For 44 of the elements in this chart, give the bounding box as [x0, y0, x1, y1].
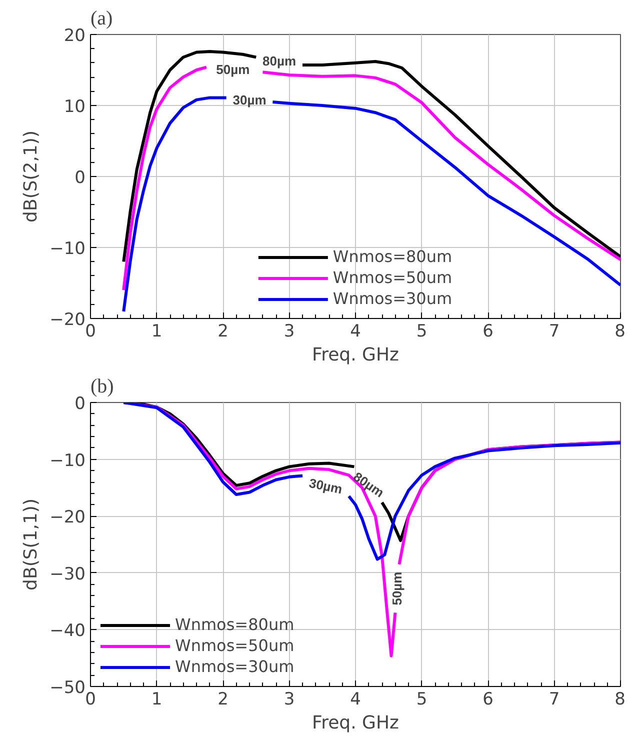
legend-label: Wnmos=30um: [332, 289, 452, 308]
y-tick-label: 10: [64, 97, 86, 117]
annotation: 50µm: [390, 572, 405, 606]
y-axis-title: dB(S(2,1)): [20, 130, 42, 222]
annotation: 30µm: [308, 475, 344, 497]
x-tick-label: 1: [151, 690, 162, 710]
x-tick-label: 6: [482, 322, 494, 342]
x-tick-label: 3: [284, 322, 295, 342]
legend-label: Wnmos=50um: [332, 268, 452, 287]
chart-title: (b): [90, 376, 114, 398]
x-axis-title: Freq. GHz: [312, 344, 399, 366]
y-tick-label: 20: [64, 26, 86, 46]
y-tick-label: −10: [50, 239, 86, 259]
y-tick-label: −10: [50, 450, 86, 471]
x-tick-label: 1: [151, 322, 162, 342]
legend-label: Wnmos=50um: [175, 636, 294, 655]
y-axis-title: dB(S(1,1)): [20, 498, 42, 590]
y-tick-label: 0: [74, 394, 86, 414]
x-tick-label: 2: [218, 322, 228, 342]
y-tick-label: −20: [50, 310, 86, 330]
annotation: 50µm: [216, 62, 250, 78]
legend-label: Wnmos=80um: [175, 615, 294, 634]
y-tick-label: −50: [50, 678, 86, 698]
x-tick-label: 3: [284, 690, 295, 710]
x-tick-label: 8: [614, 690, 626, 710]
y-tick-label: −30: [50, 564, 86, 584]
chart-title: (a): [90, 8, 113, 30]
x-tick-label: 6: [482, 690, 494, 710]
y-tick-label: 0: [74, 168, 86, 188]
x-tick-label: 5: [416, 322, 428, 342]
legend-label: Wnmos=80um: [332, 247, 452, 266]
x-tick-label: 5: [416, 690, 428, 710]
y-tick-label: −20: [50, 508, 86, 528]
y-tick-label: −40: [50, 621, 86, 642]
x-tick-label: 8: [614, 322, 626, 342]
legend-label: Wnmos=30um: [175, 657, 294, 676]
x-tick-label: 4: [350, 322, 361, 342]
x-tick-label: 2: [218, 690, 228, 710]
annotation: 80µm: [262, 54, 296, 69]
annotation: 30µm: [232, 92, 266, 108]
x-tick-label: 4: [350, 690, 361, 710]
x-axis-title: Freq. GHz: [312, 712, 399, 734]
x-tick-label: 7: [548, 322, 560, 342]
x-tick-label: 7: [548, 690, 560, 710]
